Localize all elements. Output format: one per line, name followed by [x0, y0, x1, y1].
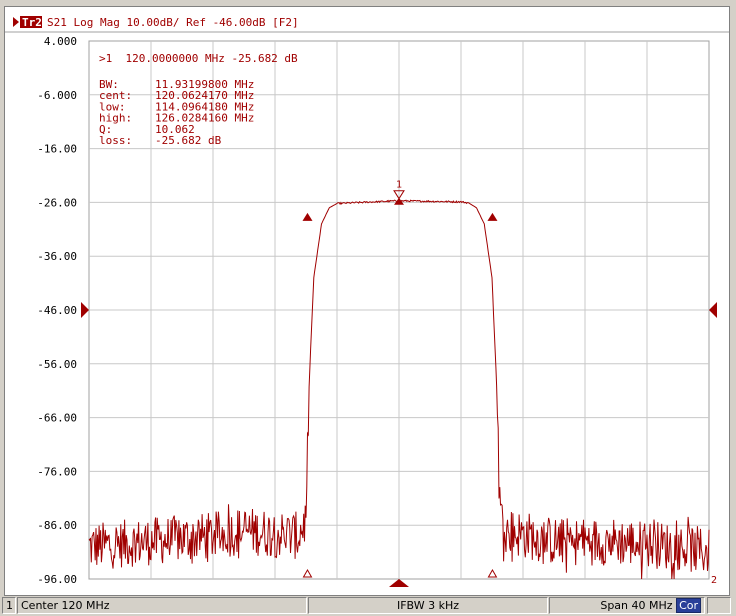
trace-end-label: 2: [711, 575, 717, 586]
stat-value: 114.0964180 MHz: [155, 100, 254, 113]
y-tick-label: 4.000: [44, 35, 77, 48]
stat-label: high:: [99, 112, 132, 125]
center-frequency[interactable]: Center 120 MHz: [17, 597, 307, 614]
status-bar: 1 Center 120 MHz IFBW 3 kHz Span 40 MHz …: [0, 596, 736, 616]
channel-number[interactable]: 1: [2, 597, 16, 614]
stat-label: BW:: [99, 78, 119, 91]
y-tick-label: -46.00: [37, 304, 77, 317]
y-tick-label: -36.00: [37, 250, 77, 263]
marker-1-icon[interactable]: [393, 190, 405, 200]
stat-value: 11.93199800 MHz: [155, 78, 254, 91]
y-tick-label: -96.00: [37, 573, 77, 586]
plot-frame: Tr2 S21 Log Mag 10.00dB/ Ref -46.00dB [F…: [4, 6, 730, 596]
trace-tag-badge: [20, 16, 42, 28]
span-field[interactable]: Span 40 MHz Cor: [549, 597, 705, 614]
trace-chart[interactable]: Tr2 S21 Log Mag 10.00dB/ Ref -46.00dB [F…: [5, 7, 729, 595]
stat-label: Q:: [99, 123, 112, 136]
marker-label: 1: [396, 180, 402, 191]
stat-value: -25.682 dB: [155, 134, 222, 147]
stat-label: loss:: [99, 134, 132, 147]
y-tick-label: -16.00: [37, 143, 77, 156]
bandwidth-edge-stimulus-icon[interactable]: [487, 568, 498, 578]
active-trace-arrow-icon: [13, 17, 19, 27]
stat-value: 120.0624170 MHz: [155, 89, 254, 102]
y-tick-label: -26.00: [37, 196, 77, 209]
ref-level-right-marker-icon[interactable]: [709, 302, 717, 318]
marker-readout-line: >1 120.0000000 MHz -25.682 dB: [99, 52, 298, 65]
marker-1-point-icon[interactable]: [394, 197, 404, 205]
bandwidth-edge-marker-icon[interactable]: [302, 212, 313, 221]
bandwidth-edge-stimulus-icon[interactable]: [302, 568, 313, 578]
trace-header-text: S21 Log Mag 10.00dB/ Ref -46.00dB [F2]: [47, 16, 299, 29]
if-bandwidth[interactable]: IFBW 3 kHz: [308, 597, 548, 614]
trace-header[interactable]: Tr2 S21 Log Mag 10.00dB/ Ref -46.00dB [F…: [13, 16, 299, 29]
stat-value: 126.0284160 MHz: [155, 112, 254, 125]
marker-stats: BW: 11.93199800 MHz cent: 120.0624170 MHz l…: [99, 78, 254, 147]
y-tick-label: -66.00: [37, 412, 77, 425]
span-value: Span 40 MHz: [600, 599, 673, 612]
status-extra-cell: [707, 597, 731, 614]
y-tick-label: -6.000: [37, 89, 77, 102]
ref-level-left-marker-icon[interactable]: [81, 302, 89, 318]
y-tick-label: -76.00: [37, 465, 77, 478]
stimulus-marker-icon[interactable]: [389, 579, 409, 587]
trace-tag: Tr2: [22, 16, 42, 29]
stat-label: cent:: [99, 89, 132, 102]
grid: [88, 40, 710, 580]
y-axis-labels: 4.000 -6.000 -16.00 -26.00 -36.00 -46.00 -56.0…: [37, 35, 77, 586]
bandwidth-edge-marker-icon[interactable]: [487, 212, 498, 221]
y-tick-label: -56.00: [37, 358, 77, 371]
marker-readout: >1 120.0000000 MHz -25.682 dB BW: 11.9319…: [99, 52, 298, 147]
stat-value: 10.062: [155, 123, 195, 136]
stat-label: low:: [99, 100, 126, 113]
correction-indicator[interactable]: Cor: [676, 598, 701, 613]
y-tick-label: -86.00: [37, 519, 77, 532]
trace-markers[interactable]: 12: [302, 180, 717, 587]
reference-level-markers[interactable]: [81, 302, 717, 318]
